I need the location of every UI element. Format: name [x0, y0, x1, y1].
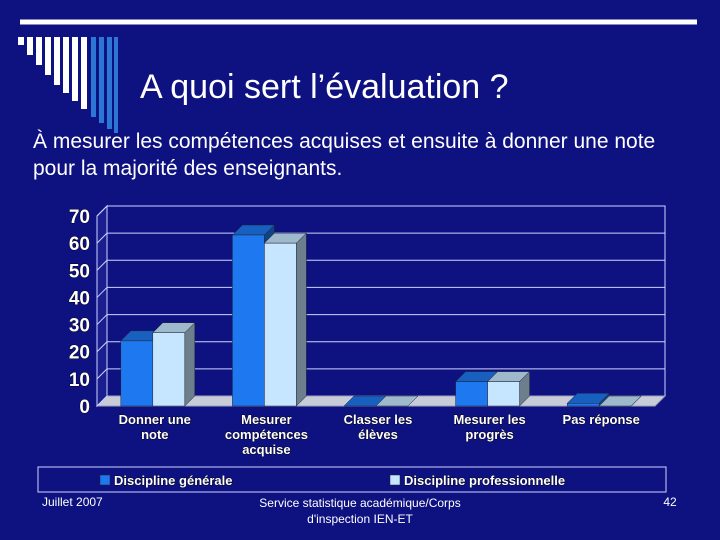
y-tick-label: 40	[69, 288, 90, 309]
deco-stripe	[18, 37, 24, 45]
legend-swatch	[99, 474, 111, 486]
bar-generale	[455, 381, 488, 407]
footer-date: Juillet 2007	[42, 495, 103, 509]
x-axis-labels: Donner une note Mesurer compétences acquise C…	[118, 412, 640, 458]
gridline-diag	[96, 232, 108, 244]
bar-generale	[232, 234, 265, 407]
bar-generale	[566, 403, 600, 407]
bar-professionnelle	[487, 381, 520, 407]
x-tick-label: Pas réponse	[563, 412, 640, 427]
deco-stripe	[72, 37, 78, 101]
gridline-diag	[96, 259, 108, 271]
x-tick-label: Mesurer les progrès	[453, 412, 525, 442]
y-tick-label: 70	[69, 207, 90, 228]
y-tick-label: 50	[69, 261, 90, 282]
legend-label: Discipline professionnelle	[404, 473, 565, 488]
y-tick-label: 60	[69, 234, 90, 255]
bar-generale	[120, 340, 154, 407]
bar-top	[375, 395, 419, 407]
legend-swatch	[389, 474, 401, 486]
gridline-diag	[96, 314, 108, 325]
bar-professionnelle	[264, 242, 297, 407]
deco-stripe	[63, 37, 69, 93]
plot-side-wall	[96, 204, 108, 408]
legend: Discipline générale Discipline profession…	[37, 466, 667, 493]
y-axis-ticks: 0 10 20 30 40 50 60 70	[68, 207, 90, 419]
bar-side	[184, 322, 196, 407]
legend-box	[37, 466, 667, 493]
footer-source: Service statistique académique/Corps d'i…	[259, 496, 461, 526]
y-tick-label: 0	[79, 397, 90, 418]
deco-stripe	[107, 37, 112, 129]
gridline-diag	[96, 205, 108, 217]
bar-top	[598, 395, 642, 407]
deco-stripe	[99, 37, 104, 123]
gridlines	[96, 205, 665, 380]
gridline-diag	[96, 368, 108, 380]
bar-side	[296, 232, 307, 407]
x-tick-label: Donner une note	[119, 412, 191, 442]
legend-label: Discipline générale	[114, 473, 233, 488]
x-tick-label: Mesurer compétences acquise	[225, 412, 308, 457]
deco-stripe	[114, 37, 118, 133]
deco-stripe	[91, 37, 96, 117]
page-number: 42	[663, 495, 677, 509]
deco-stripe	[27, 37, 33, 55]
deco-stripe	[36, 37, 42, 65]
bars	[120, 224, 642, 407]
x-tick-label: Classer les élèves	[344, 412, 413, 442]
slide-subtitle: À mesurer les compétences acquises et en…	[33, 130, 656, 180]
y-tick-label: 20	[69, 343, 90, 364]
y-tick-label: 30	[69, 316, 90, 337]
slide-title: A quoi sert l’évaluation ?	[140, 68, 509, 106]
deco-stripe	[81, 37, 87, 109]
bar-professionnelle	[152, 332, 186, 407]
deco-stripe	[54, 37, 60, 85]
deco-stripe	[45, 37, 51, 75]
y-tick-label: 10	[69, 370, 90, 391]
gridline-diag	[96, 287, 108, 298]
gridline-diag	[96, 341, 108, 353]
